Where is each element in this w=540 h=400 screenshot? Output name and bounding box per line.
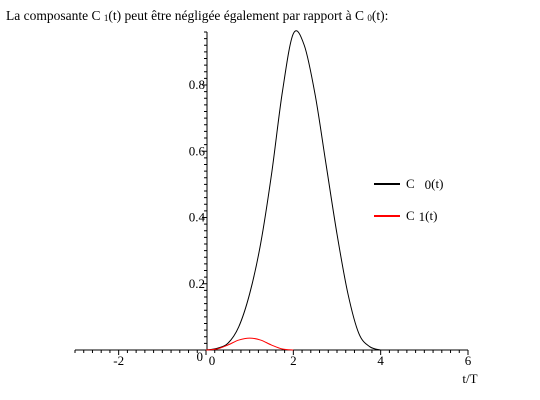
axes: -2 0 2 4 6 0 0.2 0.4 0.6 0.8 t/T (74, 31, 478, 386)
x-tick-label: -2 (113, 353, 124, 368)
caption-prefix: La composante C (6, 8, 101, 23)
chart-caption: La composante C 1(t) peut être négligée … (6, 7, 388, 27)
caption-sub-1: 1 (103, 13, 109, 23)
x-tick-label: 6 (465, 353, 472, 368)
legend-label-1: C 1(t) (406, 208, 437, 224)
y-tick-label: 0.4 (189, 210, 206, 225)
x-tick-label: 0 (209, 353, 216, 368)
y-tick-label: 0.8 (189, 77, 205, 92)
series-line-0 (205, 30, 381, 351)
series-layer (205, 30, 381, 351)
origin-label: 0 (197, 349, 204, 364)
x-tick-label: 2 (290, 353, 297, 368)
caption-sub-0: 0 (367, 13, 372, 23)
x-tick-label: 4 (377, 353, 384, 368)
x-axis-label: t/T (462, 371, 477, 386)
legend: C 0(t) C 1(t) (374, 176, 443, 224)
caption-suffix: (t): (371, 8, 389, 23)
series-line-1 (205, 337, 294, 351)
legend-label-0: C 0(t) (406, 176, 443, 192)
y-tick-label: 0.6 (189, 143, 206, 158)
y-tick-label: 0.2 (189, 276, 205, 291)
caption-middle: (t) peut être négligée également par rap… (108, 8, 364, 23)
